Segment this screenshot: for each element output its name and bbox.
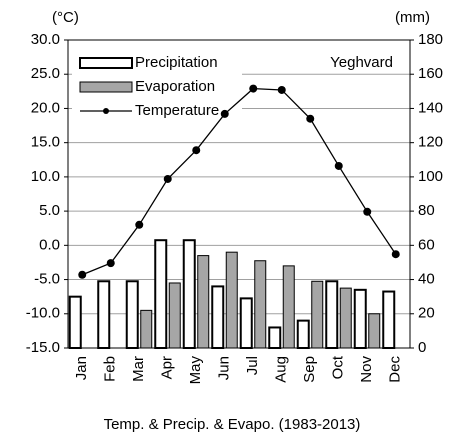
bar <box>282 265 295 349</box>
bar <box>154 239 168 349</box>
point <box>391 250 400 259</box>
legend-swatch <box>79 57 133 69</box>
y-tick-label: 20.0 <box>31 99 60 116</box>
x-tick-label: Feb <box>102 356 119 382</box>
y2-tick-label: 180 <box>418 31 443 48</box>
legend-marker <box>103 108 109 114</box>
y-tick-label: 10.0 <box>31 168 60 185</box>
bar <box>197 255 210 349</box>
legend-label: Precipitation <box>135 54 218 71</box>
y-unit: (°C) <box>52 9 79 26</box>
y2-tick-label: 100 <box>418 168 443 185</box>
point <box>106 259 115 268</box>
bar <box>368 313 381 349</box>
y2-tick-label: 0 <box>418 339 426 356</box>
bar <box>296 319 310 349</box>
bar <box>125 280 139 349</box>
point <box>334 161 343 170</box>
y-tick-label: 25.0 <box>31 65 60 82</box>
y-tick-label: 5.0 <box>39 202 60 219</box>
bar <box>353 288 367 350</box>
x-tick-label: Jul <box>244 356 261 375</box>
x-axis-title: Temp. & Precip. & Evapo. (1983-2013) <box>104 416 361 433</box>
y-tick-label: -15.0 <box>26 339 60 356</box>
y2-tick-label: 160 <box>418 65 443 82</box>
point <box>249 84 258 93</box>
x-tick-label: Jan <box>73 356 90 380</box>
point <box>277 85 286 94</box>
y-tick-label: -5.0 <box>34 271 60 288</box>
point <box>78 270 87 279</box>
x-tick-label: Oct <box>330 355 347 379</box>
bar <box>168 282 181 349</box>
bar <box>311 280 324 349</box>
y2-unit: (mm) <box>395 9 430 26</box>
x-tick-label: Jun <box>216 356 233 380</box>
y2-tick-label: 140 <box>418 99 443 116</box>
bar <box>97 280 111 349</box>
y-tick-label: 30.0 <box>31 31 60 48</box>
point <box>306 114 315 123</box>
plot-frame <box>67 39 411 349</box>
point <box>163 174 172 183</box>
bar <box>325 280 339 349</box>
x-tick-label: Aug <box>273 356 290 383</box>
point <box>135 220 144 229</box>
bar <box>239 297 253 349</box>
point <box>363 207 372 216</box>
legend-label: Temperature <box>135 102 219 119</box>
point <box>192 146 201 155</box>
x-tick-label: May <box>187 356 204 385</box>
y-tick-label: -10.0 <box>26 305 60 322</box>
bar <box>254 260 267 349</box>
bar <box>268 326 282 350</box>
point <box>220 109 229 118</box>
bar <box>211 285 225 349</box>
bar <box>68 295 82 349</box>
x-tick-label: Sep <box>301 356 318 383</box>
y2-tick-label: 120 <box>418 134 443 151</box>
y2-tick-label: 80 <box>418 202 435 219</box>
line <box>82 87 397 276</box>
bar <box>382 290 396 349</box>
x-tick-label: Dec <box>387 356 404 383</box>
x-tick-label: Nov <box>358 356 375 383</box>
bar <box>339 287 352 349</box>
legend-label: Evaporation <box>135 78 215 95</box>
bar <box>182 239 196 349</box>
y2-tick-label: 20 <box>418 305 435 322</box>
location: Yeghvard <box>330 54 393 71</box>
y-tick-label: 15.0 <box>31 134 60 151</box>
y2-tick-label: 40 <box>418 271 435 288</box>
legend-swatch <box>79 81 133 93</box>
y-tick-label: 0.0 <box>39 236 60 253</box>
x-tick-label: Mar <box>130 356 147 382</box>
x-tick-label: Apr <box>159 356 176 379</box>
y2-tick-label: 60 <box>418 236 435 253</box>
bar <box>225 251 238 349</box>
bar <box>140 309 153 349</box>
